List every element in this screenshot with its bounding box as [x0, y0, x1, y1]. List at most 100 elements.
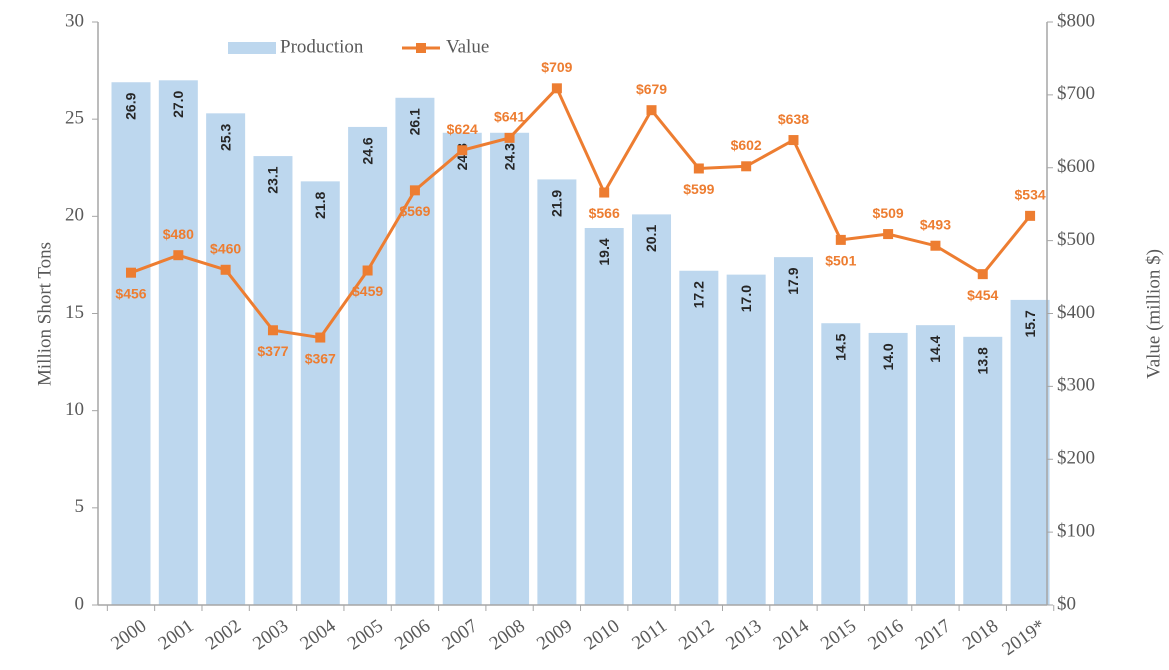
- x-tick-label: 2007: [438, 615, 481, 654]
- y2-tick-label: $400: [1057, 302, 1095, 323]
- x-tick-label: 2002: [202, 615, 245, 654]
- y-tick-label: 10: [65, 399, 84, 420]
- x-tick-label: 2018: [959, 615, 1002, 654]
- x-tick-label: 2000: [107, 615, 150, 654]
- value-marker: [1025, 210, 1036, 221]
- value-marker: [409, 185, 420, 196]
- value-marker: [835, 234, 846, 245]
- bar: [253, 156, 293, 605]
- bar-label: 21.9: [549, 190, 565, 217]
- legend-marker: [416, 43, 426, 53]
- bar-label: 25.3: [217, 123, 233, 150]
- y-tick-label: 25: [65, 108, 84, 129]
- y-tick-label: 0: [75, 593, 85, 614]
- value-label: $709: [541, 59, 572, 75]
- value-label: $460: [210, 240, 241, 256]
- value-label: $566: [589, 205, 620, 221]
- value-marker: [693, 163, 704, 174]
- value-label: $599: [683, 181, 714, 197]
- value-marker: [551, 83, 562, 94]
- value-label: $480: [163, 226, 194, 242]
- value-label: $569: [399, 203, 430, 219]
- bar: [111, 82, 151, 605]
- value-marker: [504, 132, 515, 143]
- y2-tick-label: $300: [1057, 375, 1095, 396]
- bar-label: 15.7: [1022, 310, 1038, 337]
- value-marker: [315, 332, 326, 343]
- bar: [158, 80, 198, 606]
- bar: [206, 113, 246, 605]
- value-marker: [646, 105, 657, 116]
- value-label: $638: [778, 111, 809, 127]
- x-tick-label: 2010: [580, 615, 623, 654]
- bar-label: 27.0: [170, 90, 186, 117]
- value-label: $456: [115, 285, 146, 301]
- x-tick-label: 2003: [249, 615, 292, 654]
- value-marker: [977, 269, 988, 280]
- x-tick-label: 2017: [912, 615, 955, 654]
- legend-swatch: [228, 42, 276, 54]
- y-axis-title: Million Short Tons: [34, 242, 55, 386]
- value-marker: [788, 135, 799, 146]
- bar-label: 24.3: [501, 143, 517, 170]
- bar: [490, 132, 530, 605]
- bar-label: 19.4: [596, 238, 612, 265]
- x-tick-label: 2012: [675, 615, 718, 654]
- bar: [821, 323, 861, 605]
- bar: [679, 270, 719, 605]
- y2-tick-label: $100: [1057, 520, 1095, 541]
- y2-tick-label: $700: [1057, 83, 1095, 104]
- bar-label: 24.6: [359, 137, 375, 164]
- x-tick-label: 2015: [817, 615, 860, 654]
- value-label: $501: [825, 253, 856, 269]
- value-label: $367: [305, 350, 336, 366]
- y-tick-label: 20: [65, 205, 84, 226]
- bar-label: 23.1: [265, 166, 281, 193]
- y-tick-label: 15: [65, 302, 84, 323]
- x-tick-label: 2008: [486, 615, 529, 654]
- bar: [915, 325, 955, 605]
- bar-label: 26.1: [407, 108, 423, 135]
- bar: [395, 97, 435, 605]
- y-tick-label: 30: [65, 10, 84, 31]
- value-marker: [741, 161, 752, 172]
- value-label: $493: [920, 216, 951, 232]
- bar: [726, 274, 766, 605]
- bar-label: 17.9: [785, 267, 801, 294]
- x-tick-label: 2001: [155, 615, 198, 654]
- y-tick-label: 5: [75, 496, 85, 517]
- bar: [442, 132, 482, 605]
- value-marker: [267, 325, 278, 336]
- bar-label: 14.5: [833, 333, 849, 360]
- value-label: $602: [731, 137, 762, 153]
- x-tick-label: 2016: [864, 615, 907, 654]
- bar-label: 14.4: [927, 335, 943, 362]
- bar-label: 20.1: [643, 225, 659, 252]
- bar: [632, 214, 672, 605]
- x-tick-label: 2011: [628, 615, 671, 654]
- x-tick-label: 2006: [391, 615, 434, 654]
- y2-tick-label: $500: [1057, 229, 1095, 250]
- value-marker: [930, 240, 941, 251]
- value-label: $459: [352, 283, 383, 299]
- value-label: $624: [447, 121, 478, 137]
- y2-axis-title: Value (million $): [1143, 249, 1164, 379]
- bar: [963, 336, 1003, 605]
- x-tick-label: 2009: [533, 615, 576, 654]
- bar-label: 26.9: [123, 92, 139, 119]
- y2-tick-label: $800: [1057, 10, 1095, 31]
- value-label: $679: [636, 81, 667, 97]
- value-marker: [126, 267, 136, 278]
- bar-label: 14.0: [880, 343, 896, 370]
- value-line: [130, 85, 1032, 340]
- bar: [773, 257, 813, 605]
- value-label: $454: [967, 287, 998, 303]
- bar-label: 13.8: [974, 347, 990, 374]
- bar: [1010, 299, 1050, 605]
- value-marker: [599, 187, 610, 198]
- legend-label: Value: [446, 36, 489, 57]
- value-marker: [220, 264, 231, 275]
- x-tick-label: 2004: [296, 615, 340, 654]
- value-marker: [457, 145, 468, 156]
